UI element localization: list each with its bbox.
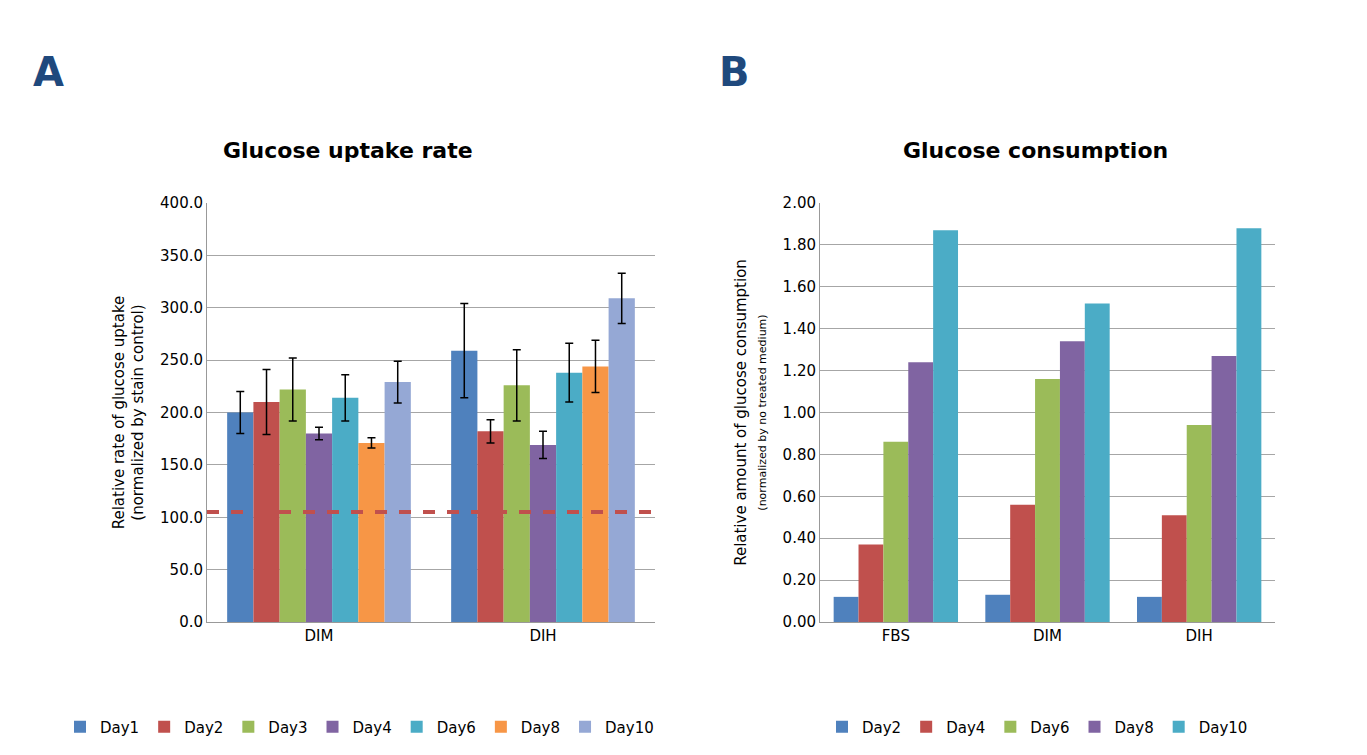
svg-text:200.0: 200.0 [160, 404, 203, 422]
svg-text:Day2: Day2 [184, 719, 223, 737]
svg-text:0.0: 0.0 [179, 613, 203, 631]
svg-text:Relative rate of glucose uptak: Relative rate of glucose uptake(normaliz… [110, 296, 148, 530]
svg-text:1.60: 1.60 [783, 278, 816, 296]
svg-text:Relative amount of glucose con: Relative amount of glucose consumption(n… [732, 259, 769, 566]
svg-text:DIM: DIM [1033, 627, 1062, 645]
svg-text:Glucose uptake rate: Glucose uptake rate [223, 138, 473, 163]
svg-text:0.40: 0.40 [783, 529, 816, 547]
svg-text:0.00: 0.00 [783, 613, 816, 631]
svg-text:Day6: Day6 [437, 719, 476, 737]
svg-text:1.00: 1.00 [783, 404, 816, 422]
svg-text:Day10: Day10 [605, 719, 654, 737]
svg-text:150.0: 150.0 [160, 456, 203, 474]
svg-text:0.60: 0.60 [783, 488, 816, 506]
svg-text:250.0: 250.0 [160, 351, 203, 369]
svg-text:Day10: Day10 [1199, 719, 1248, 737]
svg-text:1.40: 1.40 [783, 320, 816, 338]
svg-text:Day1: Day1 [100, 719, 139, 737]
svg-text:300.0: 300.0 [160, 299, 203, 317]
svg-text:Day3: Day3 [268, 719, 307, 737]
svg-text:Day8: Day8 [521, 719, 560, 737]
svg-text:0.20: 0.20 [783, 571, 816, 589]
svg-text:Day4: Day4 [353, 719, 392, 737]
svg-text:2.00: 2.00 [783, 194, 816, 212]
svg-text:DIH: DIH [1186, 627, 1213, 645]
svg-text:DIM: DIM [305, 627, 334, 645]
svg-text:0.80: 0.80 [783, 446, 816, 464]
svg-text:B: B [719, 49, 750, 95]
svg-text:Day2: Day2 [862, 719, 901, 737]
svg-text:1.20: 1.20 [783, 362, 816, 380]
svg-text:A: A [33, 49, 64, 95]
svg-text:FBS: FBS [882, 627, 910, 645]
svg-text:Day8: Day8 [1115, 719, 1154, 737]
svg-text:350.0: 350.0 [160, 247, 203, 265]
svg-text:Glucose consumption: Glucose consumption [903, 138, 1168, 163]
svg-text:1.80: 1.80 [783, 236, 816, 254]
svg-text:Day4: Day4 [946, 719, 985, 737]
svg-text:50.0: 50.0 [170, 561, 203, 579]
svg-text:100.0: 100.0 [160, 509, 203, 527]
svg-text:DIH: DIH [529, 627, 556, 645]
svg-text:400.0: 400.0 [160, 194, 203, 212]
svg-text:Day6: Day6 [1030, 719, 1069, 737]
